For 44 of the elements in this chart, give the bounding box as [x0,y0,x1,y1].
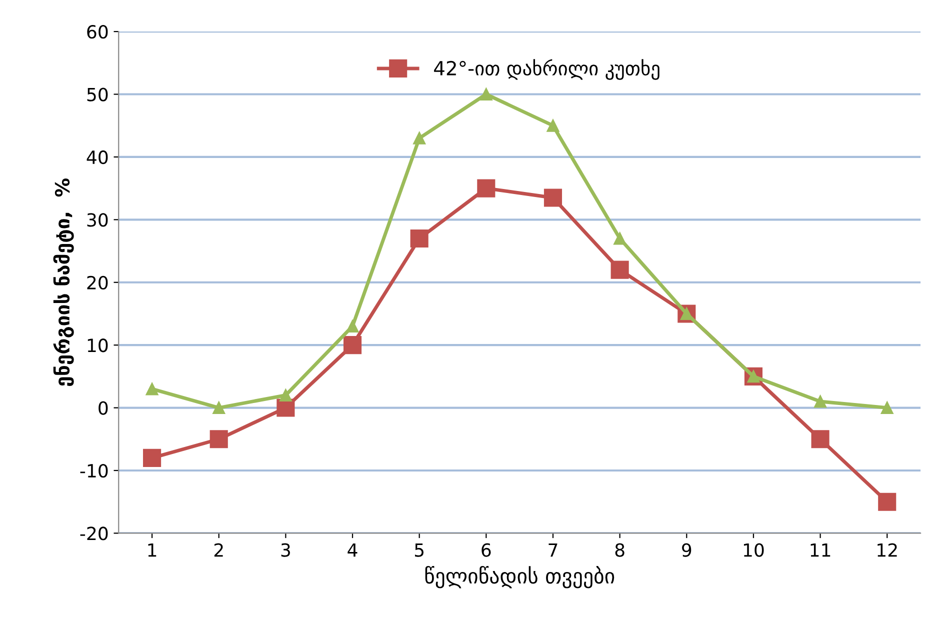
point [413,132,426,144]
y-axis-title: ენერგიის ნამეტი, % [53,178,74,386]
point [410,229,428,248]
x-tick-label: 10 [744,543,764,557]
x-tick-label: 9 [682,543,692,557]
y-tick-label: -20 [80,526,108,540]
point [614,232,626,245]
x-tick-label: 3 [281,543,290,557]
y-tick-label: 10 [88,338,108,352]
point [146,382,158,396]
point [814,395,827,408]
x-tick-label: 12 [878,543,897,557]
y-tick-label: 30 [87,213,108,227]
point [276,398,295,417]
point [878,492,896,511]
y-tick-label: -10 [80,464,108,478]
point [212,402,226,414]
y-tick-label: 50 [87,88,108,102]
x-tick-label: 5 [414,543,424,557]
point [143,448,162,467]
point [480,88,492,101]
y-tick-label: 0 [98,401,108,415]
x-tick-label: 7 [548,543,558,557]
point [880,402,894,414]
point [477,179,496,198]
point [546,119,560,132]
point [544,188,562,207]
point [210,430,228,448]
point [343,336,362,354]
x-tick-label: 11 [810,543,830,557]
legend-label: 42°-ით დახრილი კუთხე [434,59,660,80]
x-axis-title: წელიწადის თვეები [425,566,614,588]
point [610,260,629,279]
x-tick-label: 4 [348,543,358,557]
x-tick-label: 8 [615,543,624,557]
y-tick-label: 20 [87,276,108,290]
x-tick-label: 1 [148,543,156,557]
point [811,430,830,448]
y-tick-label: 40 [86,150,108,164]
point [279,388,292,402]
y-tick-label: 60 [87,25,108,39]
point [346,320,359,333]
x-tick-label: 2 [214,543,223,557]
x-tick-label: 6 [482,543,491,557]
